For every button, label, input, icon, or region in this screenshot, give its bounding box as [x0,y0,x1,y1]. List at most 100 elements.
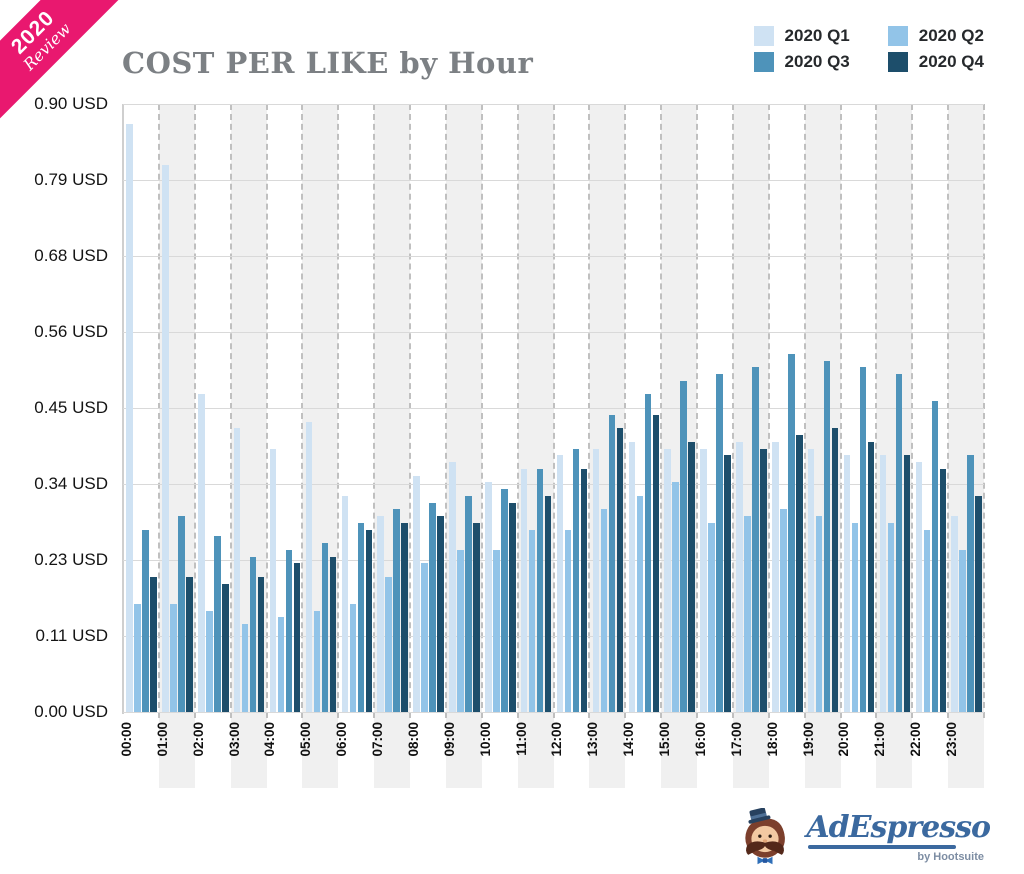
gridline [123,256,984,257]
chart-legend: 2020 Q1 2020 Q2 2020 Q3 2020 Q4 [753,26,984,72]
x-tick-label: 11:00 [513,722,529,756]
bar-07-q4 [401,522,408,712]
hour-band-dashed-border [983,104,985,718]
bar-08-q2 [421,563,428,712]
bar-01-q3 [178,516,185,712]
bar-12-q4 [580,468,588,712]
bar-01-q2 [170,603,177,712]
legend-swatch-q3 [753,52,774,72]
bar-04-q2 [277,617,285,712]
bar-09-q1 [449,462,456,712]
chart-title: COST PER LIKE by Hour [122,46,534,80]
bar-19-q2 [815,516,823,712]
hour-band-dashed-border [301,104,304,718]
bar-08-q1 [413,475,420,712]
y-tick-label: 0.00 USD [34,702,108,721]
bar-15-q3 [680,380,687,712]
bar-10-q4 [509,502,516,712]
bar-03-q3 [249,556,257,712]
bar-02-q1 [198,394,205,712]
hour-band-dashed-border [444,104,447,718]
bar-16-q4 [724,455,731,712]
bar-13-q1 [592,448,600,712]
bar-08-q4 [437,516,444,712]
bar-21-q1 [879,455,887,712]
bar-22-q3 [931,401,939,712]
adespresso-wordmark: AdEspresso by Hootsuite [806,813,991,864]
hour-band-dashed-border [480,104,483,718]
bar-15-q4 [688,441,695,712]
legend-label: 2020 Q1 [784,26,850,45]
bar-16-q1 [700,448,707,712]
bar-04-q4 [293,563,301,712]
x-tick-label: 18:00 [764,722,780,757]
x-tick-label: 22:00 [908,722,924,757]
y-tick-label: 0.56 USD [34,322,108,341]
x-tick-label: 05:00 [298,722,314,757]
bar-18-q4 [796,435,803,712]
hour-band-dashed-border [803,104,806,718]
bar-17-q4 [760,448,767,712]
x-tick-label: 02:00 [190,722,206,757]
bar-17-q3 [752,367,759,712]
bar-14-q3 [644,394,652,712]
x-tick-label: 10:00 [477,722,493,757]
x-tick-label: 00:00 [118,722,134,757]
x-tick-label: 20:00 [836,722,852,757]
legend-label: 2020 Q2 [918,26,984,45]
bar-09-q3 [465,495,472,712]
gridline [123,636,984,637]
bar-11-q3 [536,468,544,712]
bar-10-q3 [501,489,508,712]
gridline [123,104,984,105]
gridline [123,560,984,561]
bar-19-q3 [823,360,831,712]
bar-18-q2 [780,509,787,712]
x-tick-label: 17:00 [728,722,744,757]
review-ribbon-band: 2020 Review [0,0,141,141]
bar-06-q3 [357,522,365,712]
hour-band-dashed-border [229,104,232,718]
gridline [123,712,984,713]
by-hootsuite-text: by Hootsuite [917,851,984,863]
y-tick-label: 0.79 USD [34,170,108,189]
bar-23-q2 [959,549,966,712]
bar-09-q4 [473,522,480,712]
bar-17-q1 [736,441,743,712]
bar-06-q2 [349,603,357,712]
x-tick-label: 04:00 [262,722,278,757]
brand-underline-swoosh [808,845,957,849]
y-tick-label: 0.90 USD [34,94,108,113]
bar-13-q4 [616,428,624,712]
hour-band-dashed-border [839,104,842,718]
hour-band-dashed-border [875,104,878,718]
hour-band-dashed-border [193,104,196,718]
review-ribbon: 2020 Review [0,0,160,160]
bar-16-q2 [708,522,715,712]
x-tick-label: 15:00 [657,722,673,757]
x-tick-label: 03:00 [226,722,242,757]
bar-18-q3 [788,353,795,712]
hour-band-dashed-border [767,104,770,718]
bar-13-q3 [608,414,616,712]
bar-04-q3 [285,549,293,712]
hour-band-dashed-border [947,104,950,718]
gridline [123,408,984,409]
hour-band-dashed-border [552,104,555,718]
bar-06-q1 [341,495,349,712]
x-tick-label: 13:00 [585,722,601,757]
legend-swatch-q2 [887,26,908,46]
bar-08-q3 [429,502,436,712]
x-tick-label: 07:00 [370,722,386,757]
bar-22-q2 [923,529,931,712]
bar-14-q2 [636,495,644,712]
bar-23-q3 [967,455,974,712]
y-tick-label: 0.68 USD [34,246,108,265]
bar-07-q1 [377,516,384,712]
bar-11-q2 [528,529,536,712]
hour-band-dashed-border [516,104,519,718]
adespresso-logo: AdEspresso by Hootsuite [734,808,991,868]
bar-20-q2 [851,522,859,712]
